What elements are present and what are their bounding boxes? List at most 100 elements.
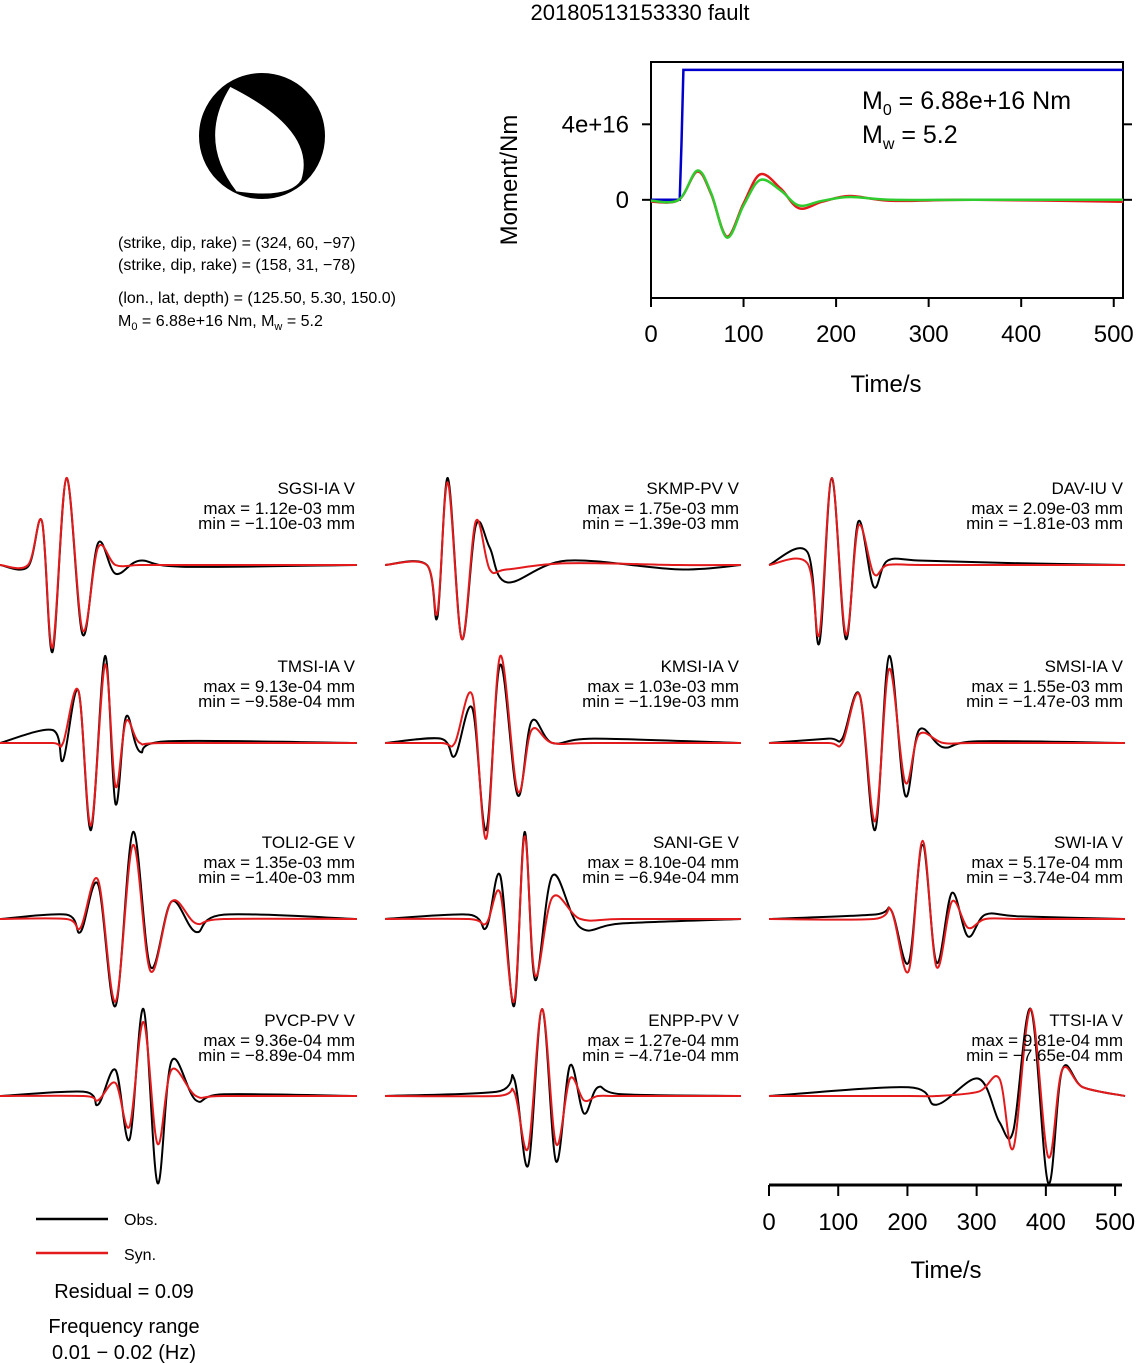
station-name: SGSI-IA V: [278, 479, 356, 498]
legend-syn-label: Syn.: [124, 1247, 156, 1264]
figure-title: 20180513153330 fault: [531, 0, 750, 25]
synthetic-trace: [0, 843, 358, 1003]
station-max: max = 9.13e-04 mm: [203, 677, 355, 696]
mechanism-line-2: (strike, dip, rake) = (158, 31, −78): [118, 257, 355, 274]
observed-trace: [768, 654, 1126, 832]
station-min: min = −1.19e-03 mm: [582, 692, 739, 711]
station-min: min = −9.58e-04 mm: [198, 692, 355, 711]
observed-trace: [0, 654, 358, 832]
synthetic-trace: [769, 667, 1125, 823]
moment-xtick-label-2: 200: [816, 321, 856, 348]
frequency-range-value: 0.01 − 0.02 (Hz): [52, 1342, 196, 1363]
station-name: ENPP-PV V: [648, 1011, 739, 1030]
station-max: max = 1.12e-03 mm: [203, 499, 355, 518]
synthetic-trace: [0, 1020, 357, 1145]
moment-xtick-label-1: 100: [724, 321, 764, 348]
waveform-axis-tick-label-1: 100: [818, 1209, 858, 1236]
synthetic-trace: [384, 481, 742, 641]
moment-xtick-label-4: 400: [1001, 321, 1041, 348]
waveform-axis-tick-label-2: 200: [887, 1209, 927, 1236]
moment-plot-frame: [650, 61, 1124, 299]
moment-plot-mw-annotation: Mw = 5.2: [862, 121, 958, 153]
station-min: min = −1.81e-03 mm: [966, 514, 1123, 533]
station-min: min = −6.94e-04 mm: [582, 868, 739, 887]
legend: Obs. Syn. Residual = 0.09 Frequency rang…: [36, 1212, 200, 1363]
station-name: TTSI-IA V: [1049, 1011, 1123, 1030]
station-max: max = 1.75e-03 mm: [587, 499, 739, 518]
synthetic-trace: [768, 839, 1125, 974]
station-name: DAV-IU V: [1052, 479, 1124, 498]
moment-xtick-label-0: 0: [644, 321, 657, 348]
beachball-dilatation-band: [213, 85, 306, 195]
waveform-time-axis: 0 100 200 300 400 500 Time/s: [762, 1183, 1135, 1284]
station-max: max = 1.55e-03 mm: [971, 677, 1123, 696]
mechanism-line-1: (strike, dip, rake) = (324, 60, −97): [118, 235, 355, 252]
station-name: PVCP-PV V: [264, 1011, 355, 1030]
station-min: min = −1.40e-03 mm: [198, 868, 355, 887]
station-min: min = −1.10e-03 mm: [198, 514, 355, 533]
moment-plot-m0-annotation: M0 = 6.88e+16 Nm: [862, 87, 1071, 119]
waveform-axis-tick-label-5: 500: [1095, 1209, 1135, 1236]
residual-text: Residual = 0.09: [54, 1281, 194, 1303]
synthetic-trace: [385, 654, 741, 840]
station-max: max = 1.35e-03 mm: [203, 853, 355, 872]
waveform-axis-tick-label-0: 0: [762, 1209, 775, 1236]
synthetic-trace: [0, 663, 357, 827]
waveform-axis-tick-label-4: 400: [1026, 1209, 1066, 1236]
station-name: TMSI-IA V: [278, 657, 356, 676]
station-min: min = −3.74e-04 mm: [966, 868, 1123, 887]
station-name: KMSI-IA V: [661, 657, 740, 676]
waveform-axis-tick-label-3: 300: [957, 1209, 997, 1236]
beachball-icon: [199, 73, 325, 199]
synthetic-trace: [768, 476, 1125, 638]
station-name: SWI-IA V: [1054, 833, 1124, 852]
station-max: max = 9.36e-04 mm: [203, 1031, 355, 1050]
station-min: min = −1.39e-03 mm: [582, 514, 739, 533]
synthetic-trace: [384, 835, 741, 1003]
station-name: TOLI2-GE V: [262, 833, 356, 852]
observed-trace: [384, 663, 742, 832]
observed-trace: [0, 1007, 358, 1185]
moment-series-0: [651, 68, 1123, 202]
station-min: min = −4.71e-04 mm: [582, 1046, 739, 1065]
moment-ytick-label-0: 0: [616, 187, 629, 214]
station-min: min = −7.65e-04 mm: [966, 1046, 1123, 1065]
moment-plot-ylabel: Moment/Nm: [496, 115, 523, 246]
station-name: SANI-GE V: [653, 833, 740, 852]
station-min: min = −1.47e-03 mm: [966, 692, 1123, 711]
station-max: max = 2.09e-03 mm: [971, 499, 1123, 518]
observed-trace: [384, 1007, 742, 1168]
synthetic-trace: [384, 1007, 741, 1152]
waveform-axis-xlabel: Time/s: [910, 1257, 981, 1284]
station-max: max = 1.03e-03 mm: [587, 677, 739, 696]
moment-plot: 0 4e+16 0 100 200 300 400 500 Moment/Nm Time/s…: [496, 61, 1134, 398]
station-min: min = −8.89e-04 mm: [198, 1046, 355, 1065]
moment-xtick-label-3: 300: [909, 321, 949, 348]
synthetic-trace: [768, 1007, 1126, 1159]
moment-ytick-label-1: 4e+16: [562, 111, 629, 138]
moment-xtick-label-5: 500: [1094, 321, 1134, 348]
observed-trace: [384, 830, 742, 1008]
mechanism-moment-line: M0 = 6.88e+16 Nm, Mw = 5.2: [118, 313, 323, 333]
station-max: max = 1.27e-04 mm: [587, 1031, 739, 1050]
synthetic-trace: [0, 476, 357, 649]
moment-plot-xlabel: Time/s: [850, 371, 921, 398]
station-name: SMSI-IA V: [1045, 657, 1124, 676]
moment-series-2: [650, 169, 1123, 239]
legend-obs-label: Obs.: [124, 1212, 158, 1229]
station-max: max = 5.17e-04 mm: [971, 853, 1123, 872]
